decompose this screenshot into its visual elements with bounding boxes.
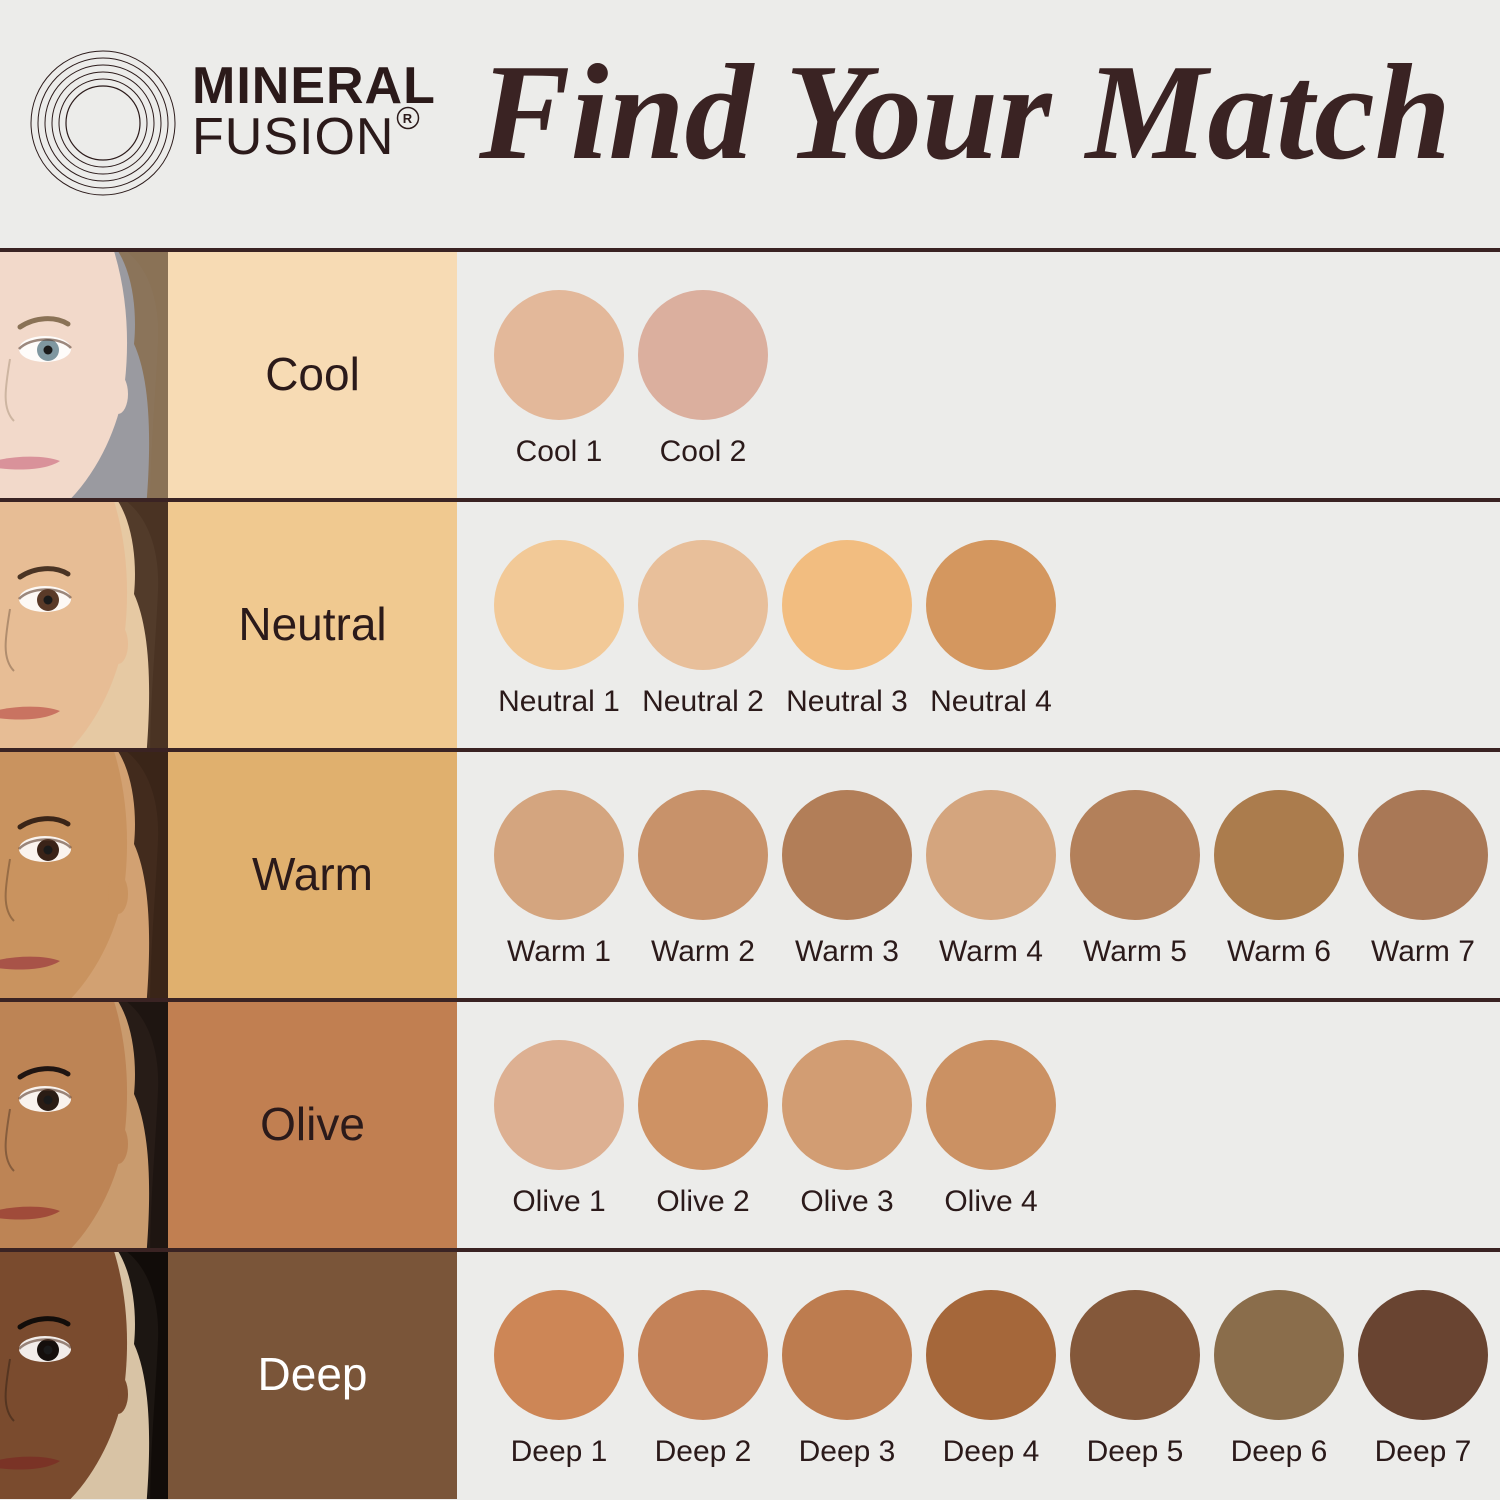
svg-text:R: R bbox=[403, 111, 413, 126]
